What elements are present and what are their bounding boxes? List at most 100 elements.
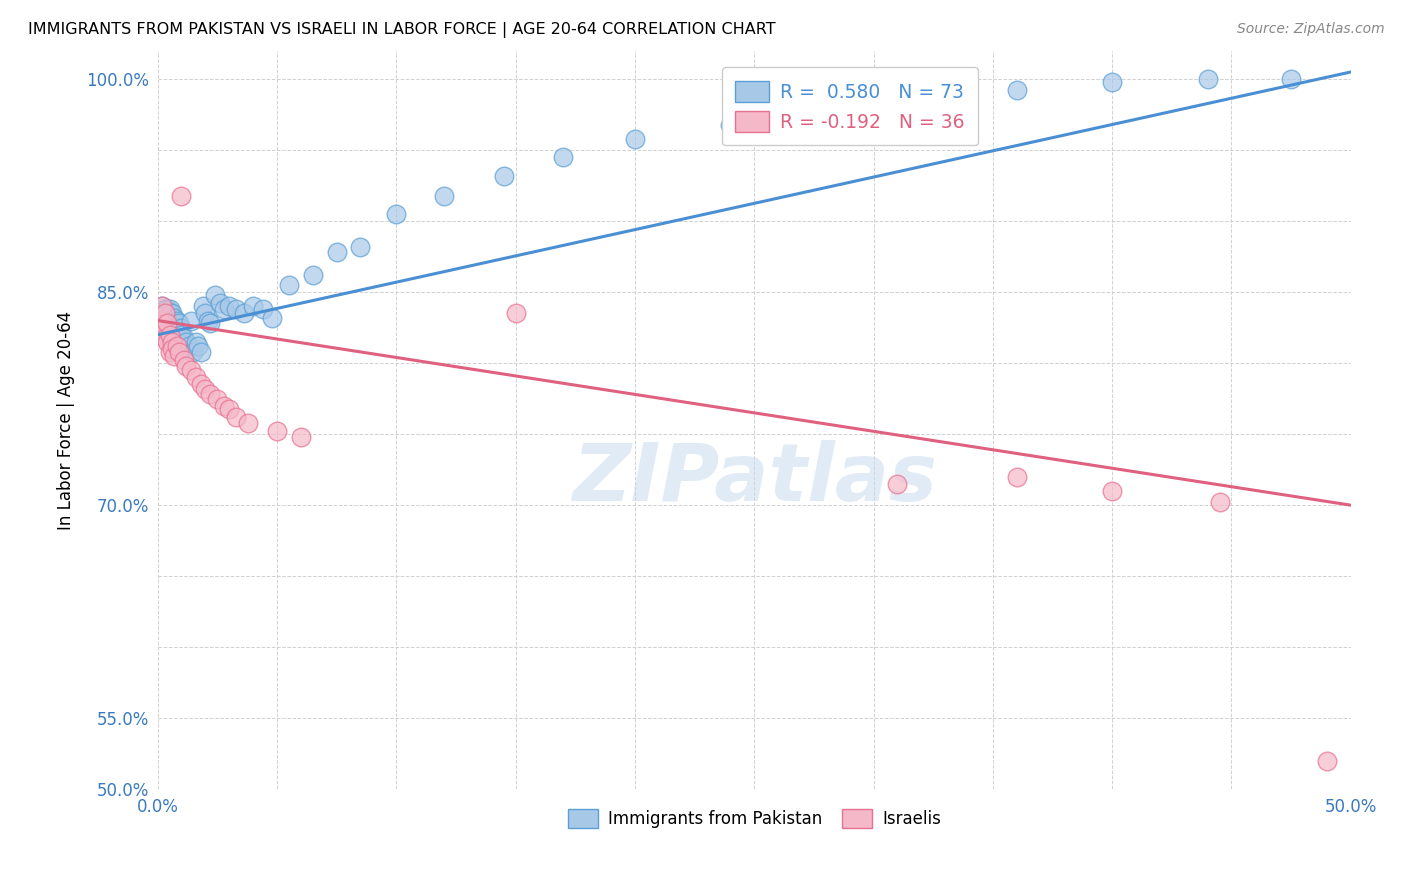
Point: [153, 327, 176, 342]
Point: [167, 317, 190, 331]
Point: [153, 310, 176, 325]
Point: [153, 317, 176, 331]
Point: [187, 339, 209, 353]
Point: [190, 344, 212, 359]
Point: [152, 313, 174, 327]
Point: [166, 320, 188, 334]
Point: [814, 101, 837, 115]
Point: [191, 299, 214, 313]
Point: [149, 310, 172, 325]
Point: [159, 327, 181, 342]
Point: [198, 317, 221, 331]
Point: [166, 313, 188, 327]
Point: [1208, 495, 1230, 509]
Point: [180, 363, 202, 377]
Point: [266, 425, 288, 439]
Point: [159, 306, 181, 320]
Point: [385, 207, 408, 221]
Text: IMMIGRANTS FROM PAKISTAN VS ISRAELI IN LABOR FORCE | AGE 20-64 CORRELATION CHART: IMMIGRANTS FROM PAKISTAN VS ISRAELI IN L…: [28, 22, 776, 38]
Point: [156, 306, 179, 320]
Point: [624, 132, 647, 146]
Point: [160, 313, 183, 327]
Point: [173, 353, 195, 368]
Point: [159, 313, 181, 327]
Point: [214, 399, 236, 413]
Point: [1005, 469, 1028, 483]
Point: [194, 382, 217, 396]
Point: [152, 320, 174, 334]
Point: [180, 313, 202, 327]
Point: [149, 313, 172, 327]
Point: [325, 245, 347, 260]
Point: [718, 118, 741, 132]
Point: [174, 359, 197, 373]
Point: [433, 188, 456, 202]
Point: [232, 306, 254, 320]
Point: [174, 334, 197, 349]
Point: [207, 392, 229, 406]
Point: [153, 320, 176, 334]
Point: [1101, 483, 1123, 498]
Point: [159, 302, 181, 317]
Point: [160, 320, 183, 334]
Point: [167, 327, 190, 342]
Point: [262, 310, 284, 325]
Text: ZIPatlas: ZIPatlas: [572, 440, 936, 518]
Point: [152, 299, 174, 313]
Point: [1279, 72, 1302, 87]
Point: [946, 79, 969, 94]
Point: [170, 188, 193, 202]
Point: [238, 416, 260, 430]
Point: [183, 344, 205, 359]
Point: [170, 320, 193, 334]
Point: [149, 313, 172, 327]
Point: [277, 278, 299, 293]
Point: [301, 268, 323, 282]
Point: [198, 387, 221, 401]
Point: [225, 410, 247, 425]
Point: [1005, 83, 1028, 97]
Point: [160, 327, 183, 342]
Point: [1101, 75, 1123, 89]
Point: [160, 334, 183, 349]
Point: [194, 306, 217, 320]
Point: [349, 240, 371, 254]
Point: [159, 320, 181, 334]
Point: [1197, 72, 1219, 87]
Point: [156, 317, 179, 331]
Point: [218, 299, 240, 313]
Point: [156, 302, 179, 317]
Point: [167, 344, 190, 359]
Point: [163, 349, 186, 363]
Point: [505, 306, 527, 320]
Point: [290, 430, 312, 444]
Point: [149, 317, 172, 331]
Point: [153, 306, 176, 320]
Point: [160, 342, 183, 356]
Point: [163, 317, 186, 331]
Point: [553, 150, 575, 164]
Point: [156, 317, 179, 331]
Point: [225, 302, 247, 317]
Point: [218, 401, 240, 416]
Point: [170, 327, 193, 342]
Point: [1316, 754, 1339, 768]
Point: [252, 302, 274, 317]
Point: [886, 476, 908, 491]
Point: [242, 299, 264, 313]
Point: [156, 310, 179, 325]
Point: [159, 327, 181, 342]
Point: [910, 89, 932, 103]
Text: Source: ZipAtlas.com: Source: ZipAtlas.com: [1237, 22, 1385, 37]
Point: [166, 339, 188, 353]
Point: [152, 320, 174, 334]
Point: [163, 325, 186, 339]
Point: [208, 296, 231, 310]
Point: [152, 306, 174, 320]
Point: [156, 334, 179, 349]
Point: [492, 169, 515, 183]
Point: [152, 299, 174, 313]
Point: [190, 377, 212, 392]
Legend: Immigrants from Pakistan, Israelis: Immigrants from Pakistan, Israelis: [560, 800, 949, 837]
Point: [214, 302, 236, 317]
